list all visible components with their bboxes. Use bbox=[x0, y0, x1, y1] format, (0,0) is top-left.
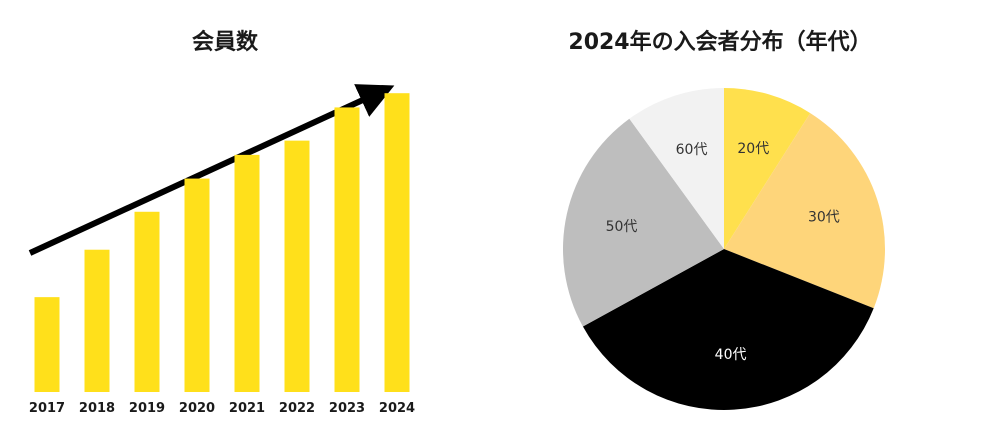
pie-slice-30代 bbox=[724, 113, 885, 309]
x-tick-label-2021: 2021 bbox=[229, 401, 265, 416]
x-tick-label-2023: 2023 bbox=[329, 401, 365, 416]
pie-chart-title: 2024年の入会者分布（年代） bbox=[568, 30, 872, 55]
bar-2018 bbox=[84, 249, 110, 392]
bar-chart-title: 会員数 bbox=[191, 30, 259, 55]
bar-2021 bbox=[234, 154, 260, 392]
bar-2020 bbox=[184, 178, 210, 392]
pie-slice-20代 bbox=[724, 88, 811, 249]
trend-arrow bbox=[28, 84, 395, 256]
pie-slice-50代 bbox=[563, 118, 724, 327]
pie-label-40代: 40代 bbox=[715, 347, 747, 363]
x-tick-label-2017: 2017 bbox=[29, 401, 65, 416]
bar-2023 bbox=[334, 107, 360, 392]
bar-chart: 2017 2018 2019 2020 2021 2022 2023 2024 bbox=[28, 84, 415, 416]
pie-label-20代: 20代 bbox=[737, 141, 769, 157]
bar-2017 bbox=[34, 297, 60, 392]
pie-slice-40代 bbox=[582, 249, 874, 410]
pie-chart: 20代 30代 40代 50代 60代 bbox=[563, 88, 885, 410]
bar-2024 bbox=[384, 93, 410, 392]
pie-label-30代: 30代 bbox=[808, 210, 840, 226]
bar-2019 bbox=[134, 211, 160, 392]
pie-label-60代: 60代 bbox=[676, 142, 708, 158]
x-tick-label-2019: 2019 bbox=[129, 401, 165, 416]
bar-chart-panel: 会員数 2017 2018 2019 2020 2021 2022 2023 2024 bbox=[0, 0, 460, 426]
x-tick-label-2022: 2022 bbox=[279, 401, 315, 416]
bar-2022 bbox=[284, 140, 310, 392]
x-tick-label-2020: 2020 bbox=[179, 401, 215, 416]
pie-slice-60代 bbox=[629, 88, 724, 249]
x-tick-label-2024: 2024 bbox=[379, 401, 415, 416]
x-tick-label-2018: 2018 bbox=[79, 401, 115, 416]
pie-chart-panel: 2024年の入会者分布（年代） 20代 30代 40代 50代 60代 bbox=[480, 0, 985, 426]
pie-label-50代: 50代 bbox=[606, 219, 638, 235]
